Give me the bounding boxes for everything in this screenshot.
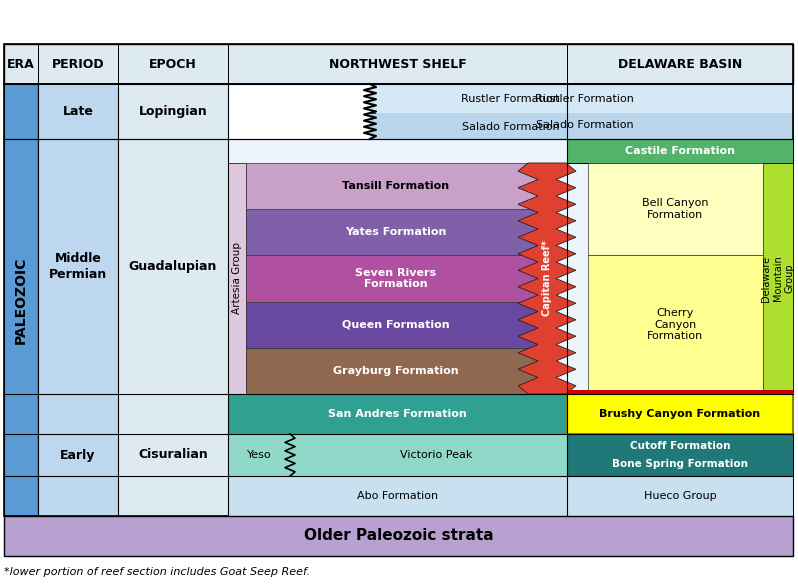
Bar [228,44,229,84]
Text: Rustler Formation: Rustler Formation [461,95,560,105]
Text: Lopingian: Lopingian [139,105,207,118]
Bar [228,434,567,476]
Text: Tansill Formation: Tansill Formation [342,181,449,191]
Bar [118,139,228,394]
Text: PALEOZOIC: PALEOZOIC [14,256,28,344]
Text: Grayburg Formation: Grayburg Formation [333,366,458,376]
Text: Salado Formation: Salado Formation [462,122,559,132]
Text: Delaware
Mountain
Group: Delaware Mountain Group [761,255,795,301]
Bar [118,44,119,84]
Text: ERA: ERA [7,57,35,71]
Bar [118,84,228,516]
Text: Castile Formation: Castile Formation [625,146,735,156]
Text: Queen Formation: Queen Formation [342,319,449,330]
Text: Older Paleozoic strata: Older Paleozoic strata [304,529,493,544]
Text: Rustler Formation: Rustler Formation [535,95,634,105]
Text: Bone Spring Formation: Bone Spring Formation [612,459,748,469]
Text: Artesia Group: Artesia Group [232,242,242,315]
Text: DELAWARE BASIN: DELAWARE BASIN [618,57,742,71]
Bar [588,163,763,255]
Bar [246,209,545,255]
Bar [567,394,793,434]
Bar [4,84,38,516]
Text: Seven Rivers
Formation: Seven Rivers Formation [355,267,436,289]
Text: Cisuralian: Cisuralian [138,449,207,461]
Bar [567,476,793,516]
Text: Middle
Permian: Middle Permian [49,252,107,280]
Bar [246,255,545,301]
Text: Bell Canyon
Formation: Bell Canyon Formation [642,199,709,220]
Bar [376,84,793,115]
Text: San Andres Formation: San Andres Formation [328,409,467,419]
Bar [228,113,793,139]
Bar [118,394,228,516]
Bar [228,84,793,516]
Bar [228,163,246,394]
Text: PERIOD: PERIOD [52,57,105,71]
Bar [38,84,118,516]
Bar [567,139,793,163]
Bar [228,84,370,139]
Text: Guadalupian: Guadalupian [128,260,217,273]
Bar [4,516,793,556]
Bar [228,394,567,434]
Bar [246,163,545,209]
Bar [38,84,118,139]
Text: *lower portion of reef section includes Goat Seep Reef.: *lower portion of reef section includes … [4,567,310,577]
Text: EPOCH: EPOCH [149,57,197,71]
Bar [38,394,118,516]
Text: NORTHWEST SHELF: NORTHWEST SHELF [329,57,466,71]
Text: Salado Formation: Salado Formation [535,120,634,130]
Bar [588,255,763,394]
Bar [4,44,793,84]
Bar [567,390,793,394]
Text: Cherry
Canyon
Formation: Cherry Canyon Formation [647,308,704,341]
Bar [228,84,793,139]
Bar [4,44,793,84]
Bar [4,84,793,516]
Bar [246,348,545,394]
Bar [567,44,568,84]
Text: Yates Formation: Yates Formation [345,227,446,237]
Bar [228,476,567,516]
Text: Brushy Canyon Formation: Brushy Canyon Formation [599,409,760,419]
Bar [763,163,793,394]
Text: Cutoff Formation: Cutoff Formation [630,441,730,451]
Polygon shape [518,163,576,394]
Text: Late: Late [62,105,93,118]
Bar [376,113,793,139]
Bar [118,84,228,139]
Bar [38,44,39,84]
Text: Capitan Reef*: Capitan Reef* [542,241,552,317]
Text: Early: Early [61,449,96,461]
Bar [246,301,545,348]
Bar [38,139,118,394]
Bar [228,84,793,115]
Text: Hueco Group: Hueco Group [644,491,717,501]
Text: Abo Formation: Abo Formation [357,491,438,501]
Bar [567,434,793,476]
Text: Victorio Peak: Victorio Peak [401,450,472,460]
Text: Yeso: Yeso [247,450,271,460]
